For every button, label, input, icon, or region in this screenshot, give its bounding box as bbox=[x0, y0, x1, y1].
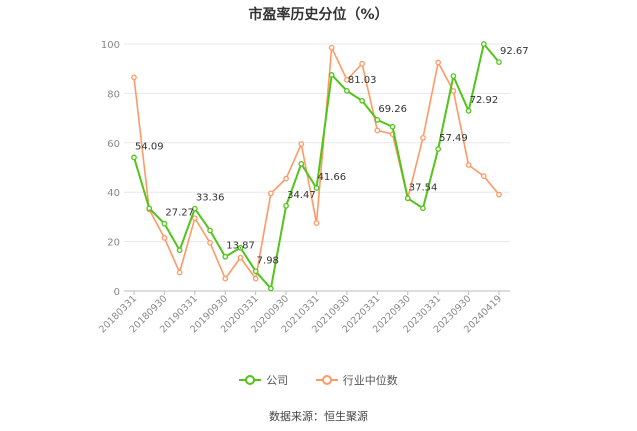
chart-legend: 公司 行业中位数 bbox=[0, 372, 637, 388]
data-label: 72.92 bbox=[470, 95, 499, 106]
point-industry-median bbox=[207, 239, 213, 246]
point-company bbox=[207, 227, 213, 234]
point-industry-median bbox=[328, 44, 335, 51]
point-industry-median bbox=[252, 275, 259, 282]
point-industry-median bbox=[374, 127, 381, 134]
point-industry-median bbox=[496, 191, 502, 198]
point-company bbox=[222, 253, 229, 260]
point-industry-median bbox=[131, 74, 137, 81]
point-company bbox=[480, 41, 487, 47]
point-company bbox=[359, 97, 365, 104]
point-company bbox=[450, 73, 457, 79]
point-company bbox=[435, 146, 442, 152]
point-industry-median bbox=[191, 215, 198, 221]
legend-item-company[interactable]: 公司 bbox=[239, 372, 288, 388]
point-company bbox=[252, 268, 259, 275]
legend-swatch-company bbox=[239, 375, 262, 385]
data-label: 54.09 bbox=[135, 141, 164, 152]
point-industry-median bbox=[450, 88, 457, 94]
series-line-industry-median bbox=[133, 46, 500, 280]
point-company bbox=[146, 205, 153, 212]
point-industry-median bbox=[268, 190, 274, 197]
data-label: 69.26 bbox=[378, 104, 407, 115]
point-company bbox=[161, 220, 168, 227]
point-company bbox=[389, 123, 396, 130]
legend-label-company: 公司 bbox=[266, 374, 289, 387]
point-company bbox=[420, 205, 426, 212]
point-company bbox=[237, 244, 244, 251]
point-industry-median bbox=[359, 60, 365, 67]
data-label: 7.98 bbox=[257, 255, 279, 266]
point-industry-median bbox=[298, 141, 305, 147]
point-company bbox=[298, 160, 305, 167]
point-industry-median bbox=[420, 135, 426, 141]
data-label: 81.03 bbox=[348, 75, 377, 86]
point-company bbox=[374, 117, 381, 123]
point-company bbox=[131, 154, 137, 161]
y-tick-label: 20 bbox=[107, 238, 120, 249]
point-company bbox=[268, 285, 274, 292]
data-label: 27.27 bbox=[165, 208, 194, 219]
point-industry-median bbox=[161, 235, 168, 241]
y-tick-label: 80 bbox=[107, 89, 120, 100]
point-company bbox=[176, 247, 183, 254]
point-industry-median bbox=[480, 173, 487, 179]
chart-plot: 0204060801002018033120180930201903312019… bbox=[97, 40, 529, 335]
chart-title: 市盈率历史分位（%） bbox=[248, 7, 389, 23]
data-label: 41.66 bbox=[318, 172, 347, 183]
point-industry-median bbox=[435, 59, 442, 66]
point-company bbox=[313, 185, 320, 191]
point-industry-median bbox=[176, 269, 183, 276]
y-tick-label: 40 bbox=[107, 188, 120, 199]
legend-label-industry-median: 行业中位数 bbox=[342, 374, 398, 387]
data-label: 92.67 bbox=[500, 46, 529, 57]
y-tick-label: 60 bbox=[107, 139, 120, 150]
point-company bbox=[496, 59, 502, 65]
point-industry-median bbox=[283, 175, 289, 182]
point-company bbox=[465, 108, 472, 114]
legend-item-industry-median[interactable]: 行业中位数 bbox=[315, 372, 398, 388]
data-label: 37.54 bbox=[409, 182, 438, 193]
point-industry-median bbox=[237, 254, 244, 261]
point-company bbox=[404, 195, 411, 202]
data-source: 数据来源：恒生聚源 bbox=[269, 410, 368, 423]
point-industry-median bbox=[465, 162, 472, 168]
point-company bbox=[283, 203, 289, 209]
data-label: 57.49 bbox=[439, 133, 468, 144]
y-tick-label: 0 bbox=[114, 287, 120, 298]
point-industry-median bbox=[222, 275, 229, 282]
point-company bbox=[344, 88, 350, 94]
legend-swatch-industry-median bbox=[315, 375, 338, 385]
data-label: 34.47 bbox=[287, 190, 316, 201]
series-line-company bbox=[133, 43, 500, 290]
point-industry-median bbox=[344, 76, 350, 83]
data-label: 33.36 bbox=[196, 193, 225, 204]
point-company bbox=[191, 205, 198, 212]
y-tick-label: 100 bbox=[101, 40, 120, 51]
point-company bbox=[328, 72, 335, 78]
point-industry-median bbox=[313, 220, 320, 226]
data-label: 13.87 bbox=[226, 241, 255, 252]
